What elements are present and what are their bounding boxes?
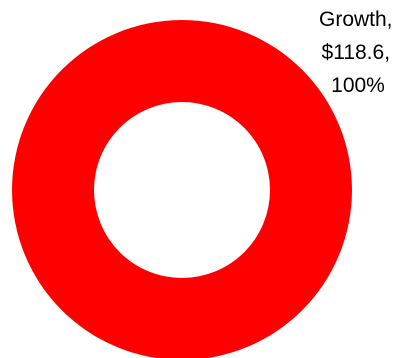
slice-growth [12, 20, 352, 358]
data-label-percent: 100% [331, 74, 385, 97]
doughnut-slices [12, 20, 352, 358]
data-label-category: Growth, [319, 8, 393, 31]
data-label: Growth, $118.6, 100% [319, 8, 397, 97]
data-label-value: $118.6, [322, 41, 391, 64]
